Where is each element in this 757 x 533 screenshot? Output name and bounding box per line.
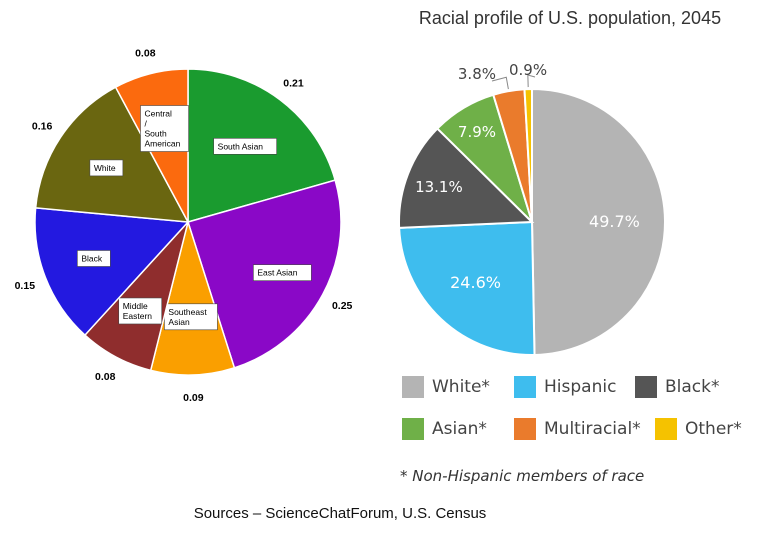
slice-label-text: / xyxy=(144,119,147,129)
legend-label: White* xyxy=(432,377,490,397)
legend-item-white: White* xyxy=(402,376,490,398)
legend-item-multiracial: Multiracial* xyxy=(514,418,641,440)
leader-line-other xyxy=(527,74,536,88)
slice-label-text: Central xyxy=(144,109,172,119)
legend-label: Hispanic xyxy=(544,377,617,397)
pie-chart-right: 49.7% 24.6% 13.1% 7.9% 3.8% 0.9% xyxy=(398,61,666,356)
value-label-east-asian: 0.25 xyxy=(332,300,353,312)
slice-label-text: East Asian xyxy=(257,268,297,278)
value-label-black: 0.15 xyxy=(15,280,36,292)
legend-label: Other* xyxy=(685,419,742,439)
slice-label-text: Asian xyxy=(168,317,190,327)
slice-label-box xyxy=(89,159,124,177)
legend-swatch-white xyxy=(402,376,424,398)
legend-item-asian: Asian* xyxy=(402,418,487,440)
legend-swatch-other xyxy=(655,418,677,440)
value-label-black: 13.1% xyxy=(415,178,463,196)
slice-black xyxy=(398,127,535,229)
slice-black xyxy=(34,207,190,337)
chart-title: Racial profile of U.S. population, 2045 xyxy=(418,8,722,28)
value-label-central-south-american: 0.08 xyxy=(135,47,156,59)
slice-southeast-asian xyxy=(149,219,236,376)
legend-swatch-multiracial xyxy=(514,418,536,440)
slice-label-box xyxy=(213,138,277,155)
slice-label-text: White xyxy=(94,163,116,173)
legend-label: Asian* xyxy=(432,419,487,439)
slice-label-text: Black xyxy=(81,253,103,263)
value-label-hispanic: 24.6% xyxy=(450,273,501,292)
value-label-other: 0.9% xyxy=(509,61,547,79)
slice-label-text: Eastern xyxy=(123,311,153,321)
value-label-south-asian: 0.21 xyxy=(283,77,304,89)
slice-label-box xyxy=(164,303,218,331)
slice-label-box xyxy=(253,264,312,281)
slice-label-east-asian: East Asian xyxy=(253,264,312,281)
slice-label-text: American xyxy=(144,139,180,149)
slice-label-white: White xyxy=(89,159,124,177)
legend-item-other: Other* xyxy=(655,418,742,440)
slice-label-south-asian: South Asian xyxy=(213,138,277,155)
slice-label-text: Middle xyxy=(123,301,148,311)
legend-item-black: Black* xyxy=(635,376,720,398)
leader-line-multiracial xyxy=(491,76,509,90)
legend-swatch-hispanic xyxy=(514,376,536,398)
legend-label: Black* xyxy=(665,377,720,397)
footnote: * Non-Hispanic members of race xyxy=(400,467,645,485)
slice-label-box xyxy=(77,250,111,267)
legend-swatch-asian xyxy=(402,418,424,440)
pie-chart-left: South Asian 0.21 East Asian 0.25 SoutheastAs… xyxy=(15,47,353,404)
slice-label-box xyxy=(140,105,189,152)
legend-label: Multiracial* xyxy=(544,419,641,439)
slice-hispanic xyxy=(398,220,536,356)
legend-item-hispanic: Hispanic xyxy=(514,376,616,398)
slice-white xyxy=(531,87,666,356)
slice-label-text: Southeast xyxy=(168,307,207,317)
source-text: Sources – ScienceChatForum, U.S. Census xyxy=(193,505,487,522)
legend-swatch-black xyxy=(635,376,657,398)
value-label-asian: 7.9% xyxy=(458,123,496,141)
value-label-white: 49.7% xyxy=(589,212,640,231)
slice-label-text: South Asian xyxy=(218,141,264,151)
slice-label-black: Black xyxy=(77,250,111,267)
value-label-middle-eastern: 0.08 xyxy=(95,371,116,383)
value-label-southeast-asian: 0.09 xyxy=(183,392,204,404)
slice-label-box xyxy=(118,297,163,325)
slice-label-text: South xyxy=(144,129,166,139)
slice-white xyxy=(34,86,190,223)
slice-other xyxy=(523,87,533,223)
value-label-white: 0.16 xyxy=(32,120,53,132)
value-label-multiracial: 3.8% xyxy=(458,65,496,83)
